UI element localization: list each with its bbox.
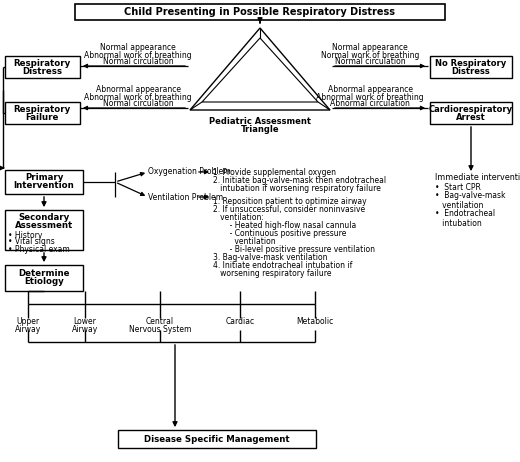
Text: Normal circulation: Normal circulation bbox=[102, 99, 173, 109]
Text: Primary: Primary bbox=[25, 174, 63, 182]
Text: Normal appearance: Normal appearance bbox=[332, 43, 408, 53]
Text: Distress: Distress bbox=[452, 67, 490, 75]
Text: No Respiratory: No Respiratory bbox=[435, 59, 506, 67]
Text: Abnormal appearance: Abnormal appearance bbox=[328, 85, 412, 95]
Text: Abnormal appearance: Abnormal appearance bbox=[96, 85, 180, 95]
Text: Metabolic: Metabolic bbox=[296, 317, 334, 327]
Text: Etiology: Etiology bbox=[24, 278, 64, 286]
Text: Nervous System: Nervous System bbox=[129, 326, 191, 334]
Bar bbox=[118, 430, 316, 448]
Text: • Physical exam: • Physical exam bbox=[8, 244, 70, 254]
Text: Airway: Airway bbox=[15, 326, 41, 334]
Bar bbox=[5, 265, 83, 291]
Text: ventilation: ventilation bbox=[213, 237, 276, 246]
Text: 3. Bag-valve-mask ventilation: 3. Bag-valve-mask ventilation bbox=[213, 253, 328, 262]
Text: Pediatric Assessment: Pediatric Assessment bbox=[209, 117, 311, 127]
Text: Oxygenation Problem: Oxygenation Problem bbox=[148, 168, 231, 176]
Text: Determine: Determine bbox=[18, 269, 70, 279]
Text: Disease Specific Management: Disease Specific Management bbox=[144, 434, 290, 444]
Text: Respiratory: Respiratory bbox=[14, 104, 71, 114]
Text: 2. Initiate bag-valve-mask then endotracheal: 2. Initiate bag-valve-mask then endotrac… bbox=[213, 176, 386, 185]
Text: Arrest: Arrest bbox=[456, 113, 486, 122]
Text: - Heated high-flow nasal cannula: - Heated high-flow nasal cannula bbox=[213, 221, 356, 230]
Text: • Vital signs: • Vital signs bbox=[8, 237, 55, 247]
Text: Normal circulation: Normal circulation bbox=[102, 57, 173, 67]
Text: Abnormal work of breathing: Abnormal work of breathing bbox=[316, 92, 424, 102]
Text: ventilation: ventilation bbox=[435, 201, 484, 209]
Text: Ventilation Problem: Ventilation Problem bbox=[148, 193, 223, 201]
Text: intubation: intubation bbox=[435, 219, 482, 227]
Text: Child Presenting in Possible Respiratory Distress: Child Presenting in Possible Respiratory… bbox=[124, 7, 396, 17]
Text: Central: Central bbox=[146, 317, 174, 327]
Text: ventilation:: ventilation: bbox=[213, 213, 264, 222]
Text: worsening respiratory failure: worsening respiratory failure bbox=[213, 269, 332, 278]
Text: •  Start CPR: • Start CPR bbox=[435, 182, 481, 192]
Bar bbox=[430, 102, 512, 124]
Text: Airway: Airway bbox=[72, 326, 98, 334]
Text: Respiratory: Respiratory bbox=[14, 59, 71, 67]
Text: • History: • History bbox=[8, 231, 42, 239]
Text: - Continuous positive pressure: - Continuous positive pressure bbox=[213, 229, 346, 238]
Bar bbox=[5, 56, 80, 78]
Text: Failure: Failure bbox=[25, 113, 59, 122]
Text: Cardiac: Cardiac bbox=[226, 317, 255, 327]
Bar bbox=[75, 4, 445, 20]
Text: •  Bag-valve-mask: • Bag-valve-mask bbox=[435, 192, 505, 201]
Text: Triangle: Triangle bbox=[241, 126, 279, 134]
Text: Secondary: Secondary bbox=[18, 213, 70, 223]
Text: Lower: Lower bbox=[73, 317, 96, 327]
Bar bbox=[5, 170, 83, 194]
Text: Intervention: Intervention bbox=[14, 182, 74, 190]
Bar bbox=[5, 210, 83, 250]
Text: 4. Initiate endotracheal intubation if: 4. Initiate endotracheal intubation if bbox=[213, 261, 353, 270]
Text: - Bi-level positive pressure ventilation: - Bi-level positive pressure ventilation bbox=[213, 245, 375, 254]
Text: Normal circulation: Normal circulation bbox=[335, 57, 405, 67]
Text: Assessment: Assessment bbox=[15, 221, 73, 231]
Text: 1. Provide supplemental oxygen: 1. Provide supplemental oxygen bbox=[213, 168, 336, 177]
Bar bbox=[5, 102, 80, 124]
Text: Immediate intervention: Immediate intervention bbox=[435, 174, 520, 182]
Text: •  Endotracheal: • Endotracheal bbox=[435, 209, 495, 219]
Text: 2. If unsuccessful, consider noninvasive: 2. If unsuccessful, consider noninvasive bbox=[213, 205, 365, 214]
Text: Abnormal work of breathing: Abnormal work of breathing bbox=[84, 92, 192, 102]
Text: Distress: Distress bbox=[22, 67, 62, 75]
Text: 1. Reposition patient to optimize airway: 1. Reposition patient to optimize airway bbox=[213, 197, 367, 206]
Text: Upper: Upper bbox=[17, 317, 40, 327]
Text: Abnormal circulation: Abnormal circulation bbox=[330, 99, 410, 109]
Text: Normal work of breathing: Normal work of breathing bbox=[321, 50, 419, 60]
Text: Normal appearance: Normal appearance bbox=[100, 43, 176, 53]
Text: Abnormal work of breathing: Abnormal work of breathing bbox=[84, 50, 192, 60]
Text: Cardiorespiratory: Cardiorespiratory bbox=[429, 104, 513, 114]
Bar bbox=[430, 56, 512, 78]
Text: intubation if worsening respiratory failure: intubation if worsening respiratory fail… bbox=[213, 184, 381, 193]
